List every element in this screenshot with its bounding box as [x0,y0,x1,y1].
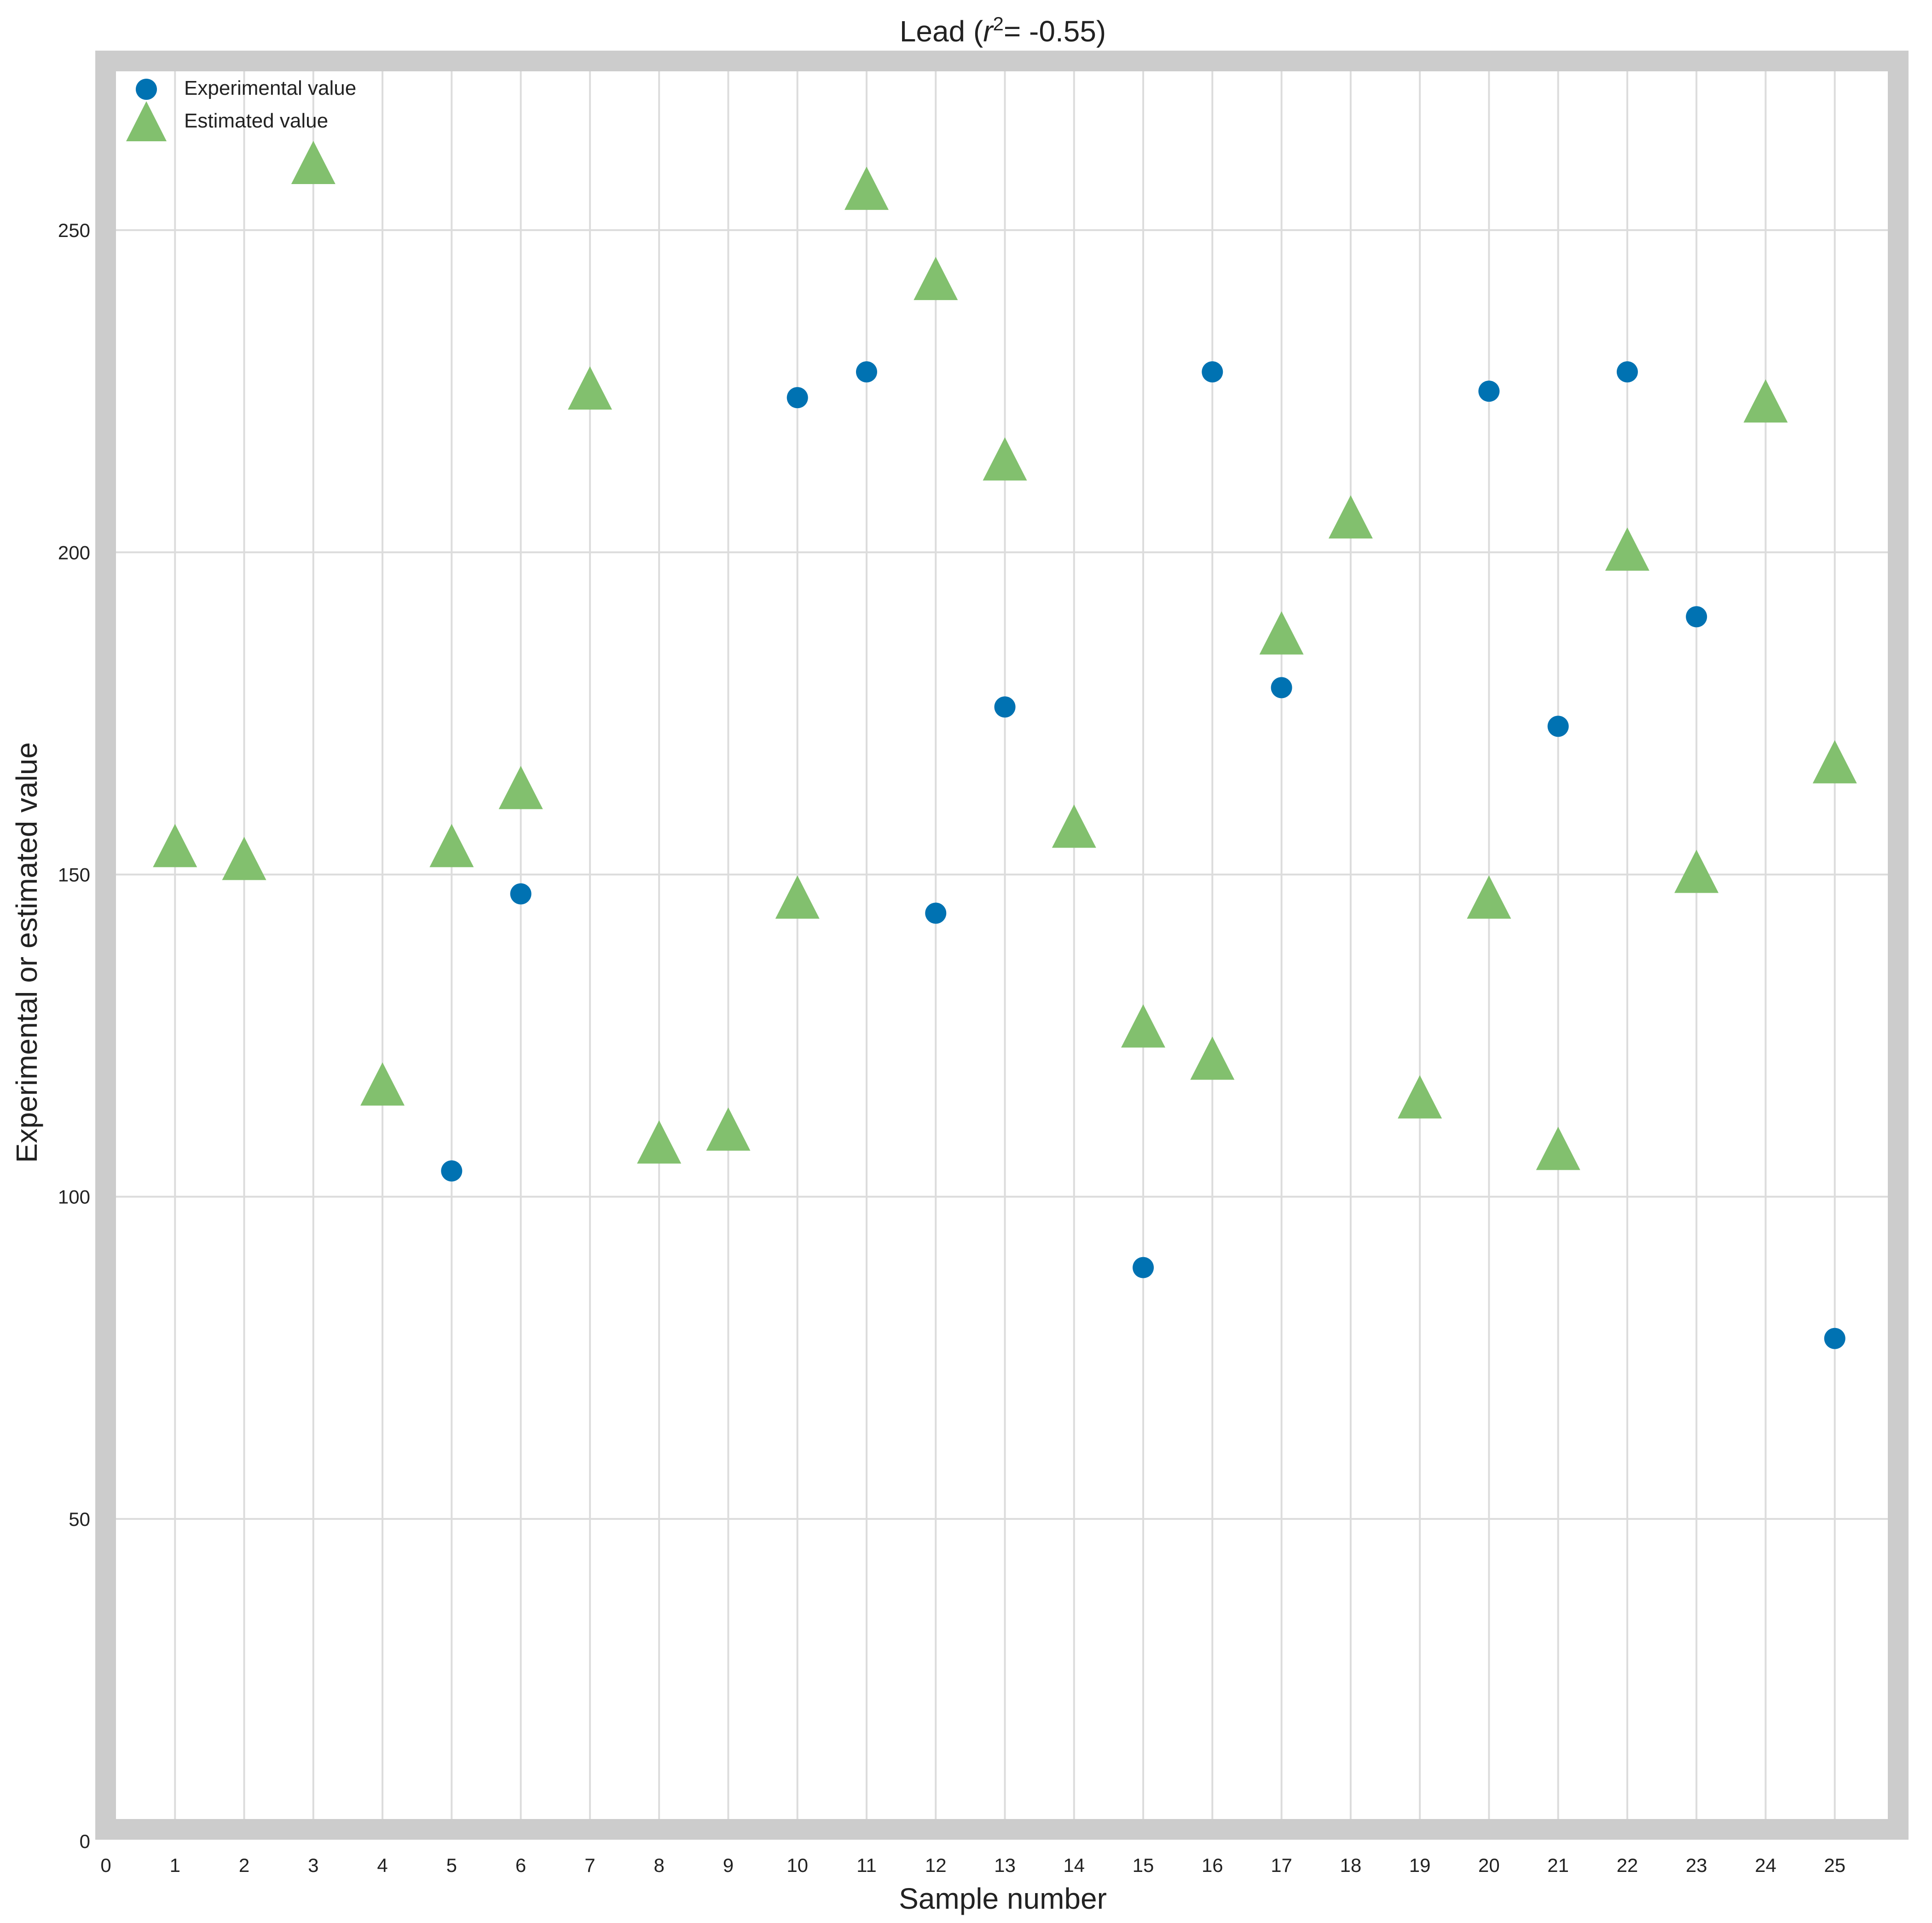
estimated-point [1674,849,1719,893]
y-tick-label: 50 [69,1508,90,1530]
experimental-point [1271,677,1292,699]
y-tick-label: 150 [58,864,90,885]
estimated-point [637,1120,682,1164]
estimated-point [844,167,889,210]
y-tick-label: 250 [58,219,90,241]
data-markers [153,141,1857,1349]
x-tick-label: 18 [1340,1854,1361,1876]
chart-title-r: r [983,15,994,48]
experimental-point [1616,361,1638,383]
x-tick-label: 7 [584,1854,595,1876]
x-tick-label: 5 [446,1854,457,1876]
x-tick-label: 19 [1409,1854,1431,1876]
x-tick-labels: 0 1 2 3 4 5 6 7 8 9 10 11 12 13 14 15 16 17 18 19 20 21 22 23 24… [100,1854,1845,1876]
estimated-point [1605,527,1649,571]
experimental-point [925,902,947,924]
chart-title-suffix: = -0.55) [1004,15,1106,48]
estimated-point [1328,495,1373,539]
experimental-point [441,1160,463,1182]
estimated-point [775,875,820,919]
x-tick-label: 16 [1202,1854,1223,1876]
estimated-point [706,1107,751,1151]
estimated-point [1536,1126,1580,1170]
x-tick-label: 12 [925,1854,947,1876]
x-tick-label: 14 [1063,1854,1085,1876]
x-tick-label: 23 [1686,1854,1707,1876]
y-axis-label: Experimental or estimated value [10,742,43,1163]
x-tick-label: 24 [1755,1854,1776,1876]
estimated-point [1052,804,1096,848]
estimated-point [1812,740,1857,784]
x-tick-label: 17 [1271,1854,1292,1876]
estimated-point [1467,875,1511,919]
chart-title-prefix: Lead ( [900,15,983,48]
x-axis-label: Sample number [899,1882,1107,1915]
x-tick-label: 8 [654,1854,664,1876]
x-tick-label: 4 [377,1854,388,1876]
estimated-point [360,1062,405,1106]
estimated-point [1190,1036,1235,1080]
experimental-point [510,883,532,905]
estimated-point [983,437,1027,481]
experimental-point [1133,1257,1154,1278]
experimental-point [787,387,808,409]
y-tick-label: 100 [58,1186,90,1208]
estimated-point [222,837,266,880]
x-tick-label: 22 [1617,1854,1638,1876]
legend: Experimental value Estimated value [126,77,356,141]
x-tick-label: 10 [787,1854,808,1876]
legend-label-estimated: Estimated value [184,110,328,132]
x-tick-label: 3 [308,1854,318,1876]
grid-lines [116,71,1888,1819]
experimental-point [994,696,1016,718]
estimated-point [153,824,197,867]
x-tick-label: 20 [1478,1854,1500,1876]
estimated-point [429,824,474,867]
y-tick-label: 0 [80,1831,90,1852]
plot-area [116,71,1888,1819]
experimental-point [1202,361,1223,383]
x-tick-label: 21 [1547,1854,1569,1876]
x-tick-label: 15 [1133,1854,1154,1876]
legend-label-experimental: Experimental value [184,77,356,99]
x-tick-label: 11 [856,1854,877,1876]
legend-triangle-marker [126,101,167,141]
x-tick-label: 25 [1824,1854,1845,1876]
legend-circle-marker [136,79,157,100]
x-tick-label: 9 [723,1854,734,1876]
experimental-point [1686,606,1707,628]
estimated-point [1743,379,1788,423]
x-tick-label: 0 [100,1854,111,1876]
chart-title: Lead (r2= -0.55) [900,13,1106,48]
estimated-point [291,141,335,185]
estimated-point [1259,611,1304,655]
y-tick-labels: 0 50 100 150 200 250 [58,219,90,1852]
estimated-point [1398,1075,1442,1119]
estimated-point [498,766,543,809]
x-tick-label: 13 [994,1854,1016,1876]
experimental-point [856,361,877,383]
estimated-point [567,366,612,410]
experimental-point [1478,381,1500,402]
experimental-point [1824,1328,1845,1349]
estimated-point [914,257,958,300]
experimental-point [1547,716,1569,737]
x-tick-label: 2 [239,1854,249,1876]
x-tick-label: 6 [515,1854,526,1876]
y-tick-label: 200 [58,542,90,563]
chart-title-sup: 2 [993,13,1004,35]
estimated-point [1121,1004,1166,1048]
x-tick-label: 1 [170,1854,180,1876]
